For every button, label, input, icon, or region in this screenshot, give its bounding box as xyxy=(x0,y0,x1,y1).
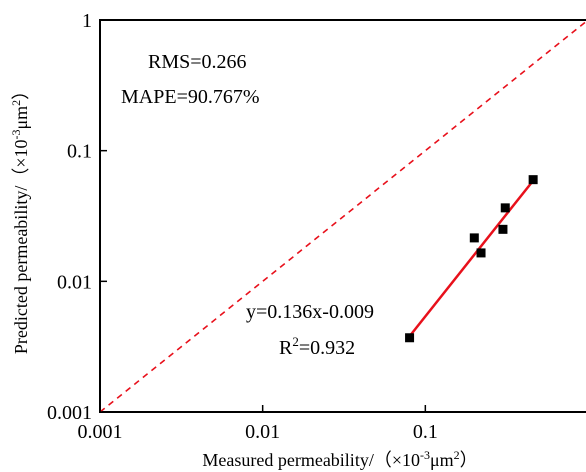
y-tick-label: 0.1 xyxy=(67,141,92,163)
plot-frame xyxy=(99,19,586,413)
data-point xyxy=(405,333,415,343)
annotations: RMS=0.266 MAPE=90.767% y=0.136x-0.009 R2… xyxy=(121,51,374,359)
data-point xyxy=(476,248,486,258)
x-tick-label: 0.01 xyxy=(245,421,280,443)
y-tick-label: 1 xyxy=(82,10,92,32)
data-point xyxy=(498,224,508,234)
fit-equation: y=0.136x-0.009 xyxy=(246,301,374,323)
x-axis-label: Measured permeability/（×10-3μm2） xyxy=(202,448,477,470)
reference-line xyxy=(99,20,586,413)
x-tick-label: 0.1 xyxy=(413,421,438,443)
r-squared: R2=0.932 xyxy=(279,334,355,359)
fit-line xyxy=(408,177,536,338)
data-point xyxy=(500,203,510,213)
data-point xyxy=(528,175,538,185)
rms-text: RMS=0.266 xyxy=(148,51,247,73)
mape-text: MAPE=90.767% xyxy=(121,86,260,108)
data-point xyxy=(469,233,479,243)
y-axis-label: Predicted permeability/（×10-3μm2） xyxy=(9,82,31,354)
y-tick-label: 0.001 xyxy=(47,402,92,424)
plot-area: 0.001 0.01 0.1 0.001 0.01 0.1 1 xyxy=(47,10,586,443)
x-tick-label: 0.001 xyxy=(78,421,123,443)
y-tick-label: 0.01 xyxy=(57,271,92,293)
